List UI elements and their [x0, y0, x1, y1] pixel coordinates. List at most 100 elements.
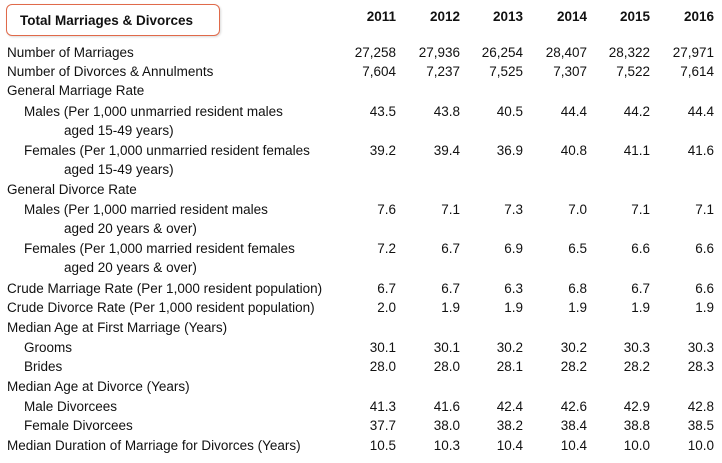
cell-value-2016: 6.6	[695, 241, 714, 256]
row-label: Male Divorcees	[24, 399, 118, 414]
cell-value-2013: 38.2	[496, 418, 523, 433]
cell-value-2012: 38.0	[433, 418, 460, 433]
table-row: Males (Per 1,000 married resident males 7…	[0, 201, 722, 219]
row-label: General Marriage Rate	[7, 83, 145, 98]
cell-value-2011: 7.6	[377, 202, 396, 217]
cell-value-2015: 44.2	[623, 104, 650, 119]
row-label: Females (Per 1,000 married resident fema…	[24, 241, 295, 256]
cell-value-2014: 38.4	[560, 418, 587, 433]
cell-value-2016: 27,971	[672, 45, 714, 60]
cell-value-2012: 39.4	[433, 143, 460, 158]
cell-value-2015: 10.0	[623, 438, 650, 453]
cell-value-2015: 7.1	[631, 202, 650, 217]
cell-value-2012: 30.1	[433, 340, 460, 355]
cell-value-2016: 42.8	[687, 399, 714, 414]
cell-value-2011: 43.5	[369, 104, 396, 119]
cell-value-2013: 28.1	[496, 359, 523, 374]
cell-value-2015: 6.6	[631, 241, 650, 256]
cell-value-2011: 27,258	[354, 45, 396, 60]
table-row: Median Age at Divorce (Years)	[0, 378, 722, 396]
cell-value-2011: 7.2	[377, 241, 396, 256]
cell-value-2014: 42.6	[560, 399, 587, 414]
year-header-2013: 2013	[492, 9, 523, 24]
cell-value-2015: 28,322	[608, 45, 650, 60]
year-header-2016: 2016	[683, 9, 714, 24]
cell-value-2011: 6.7	[377, 281, 396, 296]
year-header-2014: 2014	[556, 9, 587, 24]
cell-value-2015: 38.8	[623, 418, 650, 433]
cell-value-2016: 1.9	[695, 300, 714, 315]
cell-value-2014: 30.2	[560, 340, 587, 355]
table-row: Median Age at First Marriage (Years)	[0, 319, 722, 337]
cell-value-2016: 28.3	[687, 359, 714, 374]
table-row: Male Divorcees 41.3 41.6 42.4 42.6 42.9 42.8	[0, 398, 722, 416]
row-label: Brides	[24, 359, 63, 374]
table-row: aged 15-49 years)	[0, 122, 722, 140]
cell-value-2014: 7.0	[568, 202, 587, 217]
table-row: Females (Per 1,000 unmarried resident fe…	[0, 142, 722, 160]
table-row: Female Divorcees 37.7 38.0 38.2 38.4 38.8 38.5	[0, 417, 722, 435]
cell-value-2012: 1.9	[441, 300, 460, 315]
cell-value-2016: 10.0	[687, 438, 714, 453]
row-label: aged 20 years & over)	[64, 221, 197, 236]
cell-value-2012: 6.7	[441, 241, 460, 256]
cell-value-2012: 7,237	[426, 64, 460, 79]
row-label: Crude Divorce Rate (Per 1,000 resident p…	[7, 300, 315, 315]
row-label: Female Divorcees	[24, 418, 133, 433]
table-row: aged 20 years & over)	[0, 259, 722, 277]
cell-value-2014: 1.9	[568, 300, 587, 315]
row-label: Males (Per 1,000 married resident males	[24, 202, 268, 217]
row-label: aged 15-49 years)	[64, 162, 174, 177]
row-label: Median Age at First Marriage (Years)	[7, 320, 228, 335]
table-row: Crude Divorce Rate (Per 1,000 resident p…	[0, 299, 722, 317]
table-row: General Marriage Rate	[0, 82, 722, 100]
table-row: Grooms 30.1 30.1 30.2 30.2 30.3 30.3	[0, 339, 722, 357]
cell-value-2014: 28.2	[560, 359, 587, 374]
table-row: Crude Marriage Rate (Per 1,000 resident …	[0, 280, 722, 298]
cell-value-2011: 10.5	[369, 438, 396, 453]
row-label: Number of Divorces & Annulments	[7, 64, 214, 79]
cell-value-2013: 1.9	[504, 300, 523, 315]
cell-value-2013: 7.3	[504, 202, 523, 217]
cell-value-2016: 38.5	[687, 418, 714, 433]
cell-value-2011: 41.3	[369, 399, 396, 414]
cell-value-2015: 28.2	[623, 359, 650, 374]
table-row: Males (Per 1,000 unmarried resident male…	[0, 103, 722, 121]
row-label: Females (Per 1,000 unmarried resident fe…	[24, 143, 310, 158]
cell-value-2014: 44.4	[560, 104, 587, 119]
row-label: Males (Per 1,000 unmarried resident male…	[24, 104, 283, 119]
cell-value-2013: 26,254	[481, 45, 523, 60]
table-row: Brides 28.0 28.0 28.1 28.2 28.2 28.3	[0, 358, 722, 376]
cell-value-2012: 28.0	[433, 359, 460, 374]
table-row: Number of Marriages 27,258 27,936 26,254 28,…	[0, 44, 722, 62]
row-label: Crude Marriage Rate (Per 1,000 resident …	[7, 281, 323, 296]
cell-value-2015: 42.9	[623, 399, 650, 414]
cell-value-2013: 6.9	[504, 241, 523, 256]
cell-value-2013: 10.4	[496, 438, 523, 453]
cell-value-2016: 6.6	[695, 281, 714, 296]
cell-value-2013: 30.2	[496, 340, 523, 355]
cell-value-2016: 30.3	[687, 340, 714, 355]
row-label: aged 20 years & over)	[64, 260, 197, 275]
cell-value-2012: 41.6	[433, 399, 460, 414]
table-row: aged 15-49 years)	[0, 161, 722, 179]
cell-value-2014: 7,307	[553, 64, 587, 79]
cell-value-2012: 10.3	[433, 438, 460, 453]
table-row: General Divorce Rate	[0, 181, 722, 199]
cell-value-2011: 30.1	[369, 340, 396, 355]
cell-value-2014: 40.8	[560, 143, 587, 158]
table-row: Number of Divorces & Annulments 7,604 7,23…	[0, 63, 722, 81]
cell-value-2016: 44.4	[687, 104, 714, 119]
cell-value-2013: 40.5	[496, 104, 523, 119]
cell-value-2013: 6.3	[504, 281, 523, 296]
table-title: Total Marriages & Divorces	[6, 4, 220, 36]
table-row: Median Duration of Marriage for Divorces…	[0, 437, 722, 455]
cell-value-2013: 36.9	[496, 143, 523, 158]
cell-value-2015: 7,522	[616, 64, 650, 79]
cell-value-2015: 30.3	[623, 340, 650, 355]
cell-value-2016: 7,614	[680, 64, 714, 79]
cell-value-2014: 28,407	[545, 45, 587, 60]
year-header-2012: 2012	[429, 9, 460, 24]
cell-value-2011: 7,604	[362, 64, 396, 79]
